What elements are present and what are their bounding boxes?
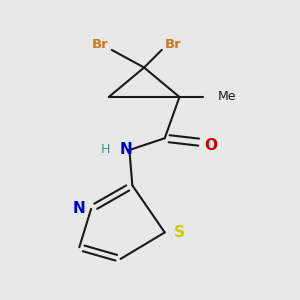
Text: N: N <box>73 201 86 216</box>
Text: O: O <box>204 138 217 153</box>
Text: S: S <box>174 225 185 240</box>
Text: Me: Me <box>218 91 236 103</box>
Text: Br: Br <box>92 38 108 50</box>
Text: H: H <box>101 143 110 157</box>
Text: Br: Br <box>165 38 182 50</box>
Text: N: N <box>120 142 133 158</box>
